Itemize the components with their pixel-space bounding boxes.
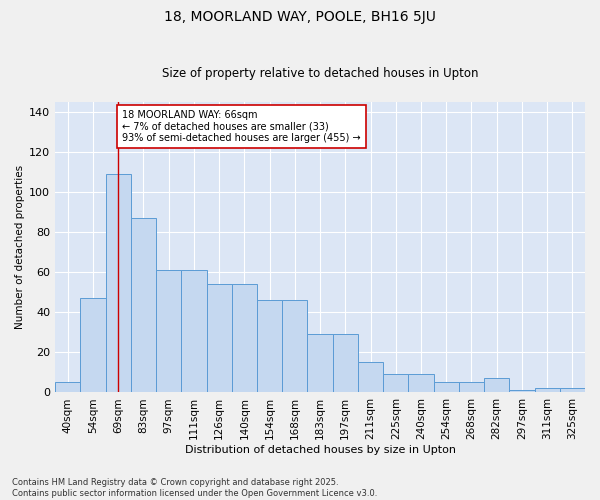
Bar [358, 362, 383, 392]
Bar [156, 270, 181, 392]
Text: 18, MOORLAND WAY, POOLE, BH16 5JU: 18, MOORLAND WAY, POOLE, BH16 5JU [164, 10, 436, 24]
Text: 18 MOORLAND WAY: 66sqm
← 7% of detached houses are smaller (33)
93% of semi-deta: 18 MOORLAND WAY: 66sqm ← 7% of detached … [122, 110, 361, 142]
Title: Size of property relative to detached houses in Upton: Size of property relative to detached ho… [162, 66, 478, 80]
Bar [257, 300, 282, 392]
Bar [181, 270, 206, 392]
Bar [434, 382, 459, 392]
Bar [80, 298, 106, 392]
Bar [560, 388, 585, 392]
Text: Contains HM Land Registry data © Crown copyright and database right 2025.
Contai: Contains HM Land Registry data © Crown c… [12, 478, 377, 498]
Bar [307, 334, 332, 392]
Bar [55, 382, 80, 392]
Bar [484, 378, 509, 392]
Bar [131, 218, 156, 392]
Bar [106, 174, 131, 392]
Bar [206, 284, 232, 393]
Bar [332, 334, 358, 392]
Bar [409, 374, 434, 392]
X-axis label: Distribution of detached houses by size in Upton: Distribution of detached houses by size … [185, 445, 455, 455]
Bar [459, 382, 484, 392]
Bar [232, 284, 257, 393]
Bar [282, 300, 307, 392]
Bar [535, 388, 560, 392]
Bar [509, 390, 535, 392]
Bar [383, 374, 409, 392]
Y-axis label: Number of detached properties: Number of detached properties [15, 165, 25, 329]
